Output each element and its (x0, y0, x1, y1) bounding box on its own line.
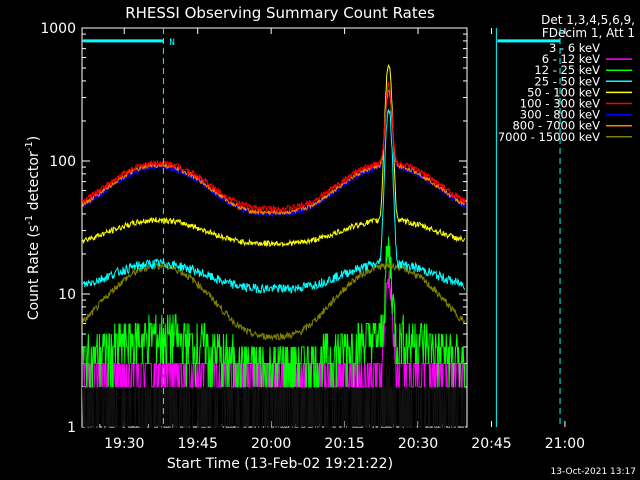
series-layer (82, 63, 466, 428)
legend-label: 50 - 100 keV (527, 85, 600, 99)
series-line (82, 80, 466, 213)
legend-header-line2: FDecim 1, Att 1 (542, 26, 635, 40)
x-tick-label: 21:00 (545, 436, 585, 452)
legend-label: 800 - 7000 keV (512, 119, 600, 133)
legend-label: 7000 - 15000 keV (498, 130, 600, 144)
legend-label: 3 - 6 keV (549, 41, 600, 55)
series-line (82, 93, 466, 218)
y-tick-label: 1 (67, 420, 76, 436)
legend-label: 6 - 12 keV (542, 52, 600, 66)
night-markers: N (83, 28, 561, 427)
x-tick-label: 20:00 (251, 436, 291, 452)
series-line (82, 63, 466, 248)
night-label: N (169, 38, 174, 48)
x-tick-label: 20:15 (324, 436, 364, 452)
x-axis-label: Start Time (13-Feb-02 19:21:22) (167, 456, 393, 472)
series-line (82, 262, 465, 342)
series-line (82, 89, 466, 217)
y-axis-label: Count Rate (s-1 detector-1) (24, 136, 42, 320)
chart-title: RHESSI Observing Summary Count Rates (125, 4, 435, 22)
y-tick-label: 1000 (40, 21, 76, 37)
x-tick-label: 20:45 (471, 436, 511, 452)
series-line (82, 236, 466, 388)
series-line (82, 108, 466, 295)
legend-header-line1: Det 1,3,4,5,6,9, (541, 13, 635, 27)
legend-label: 25 - 50 keV (534, 74, 600, 88)
legend-label: 300 - 800 keV (520, 108, 600, 122)
legend-label: 100 - 300 keV (520, 97, 600, 111)
x-tick-label: 19:30 (104, 436, 144, 452)
y-tick-label: 10 (58, 287, 76, 303)
timestamp: 13-Oct-2021 13:17 (551, 467, 636, 477)
legend-label: 12 - 25 keV (534, 63, 600, 77)
x-tick-label: 19:45 (178, 436, 218, 452)
x-tick-label: 20:30 (398, 436, 438, 452)
y-tick-label: 100 (49, 154, 76, 170)
